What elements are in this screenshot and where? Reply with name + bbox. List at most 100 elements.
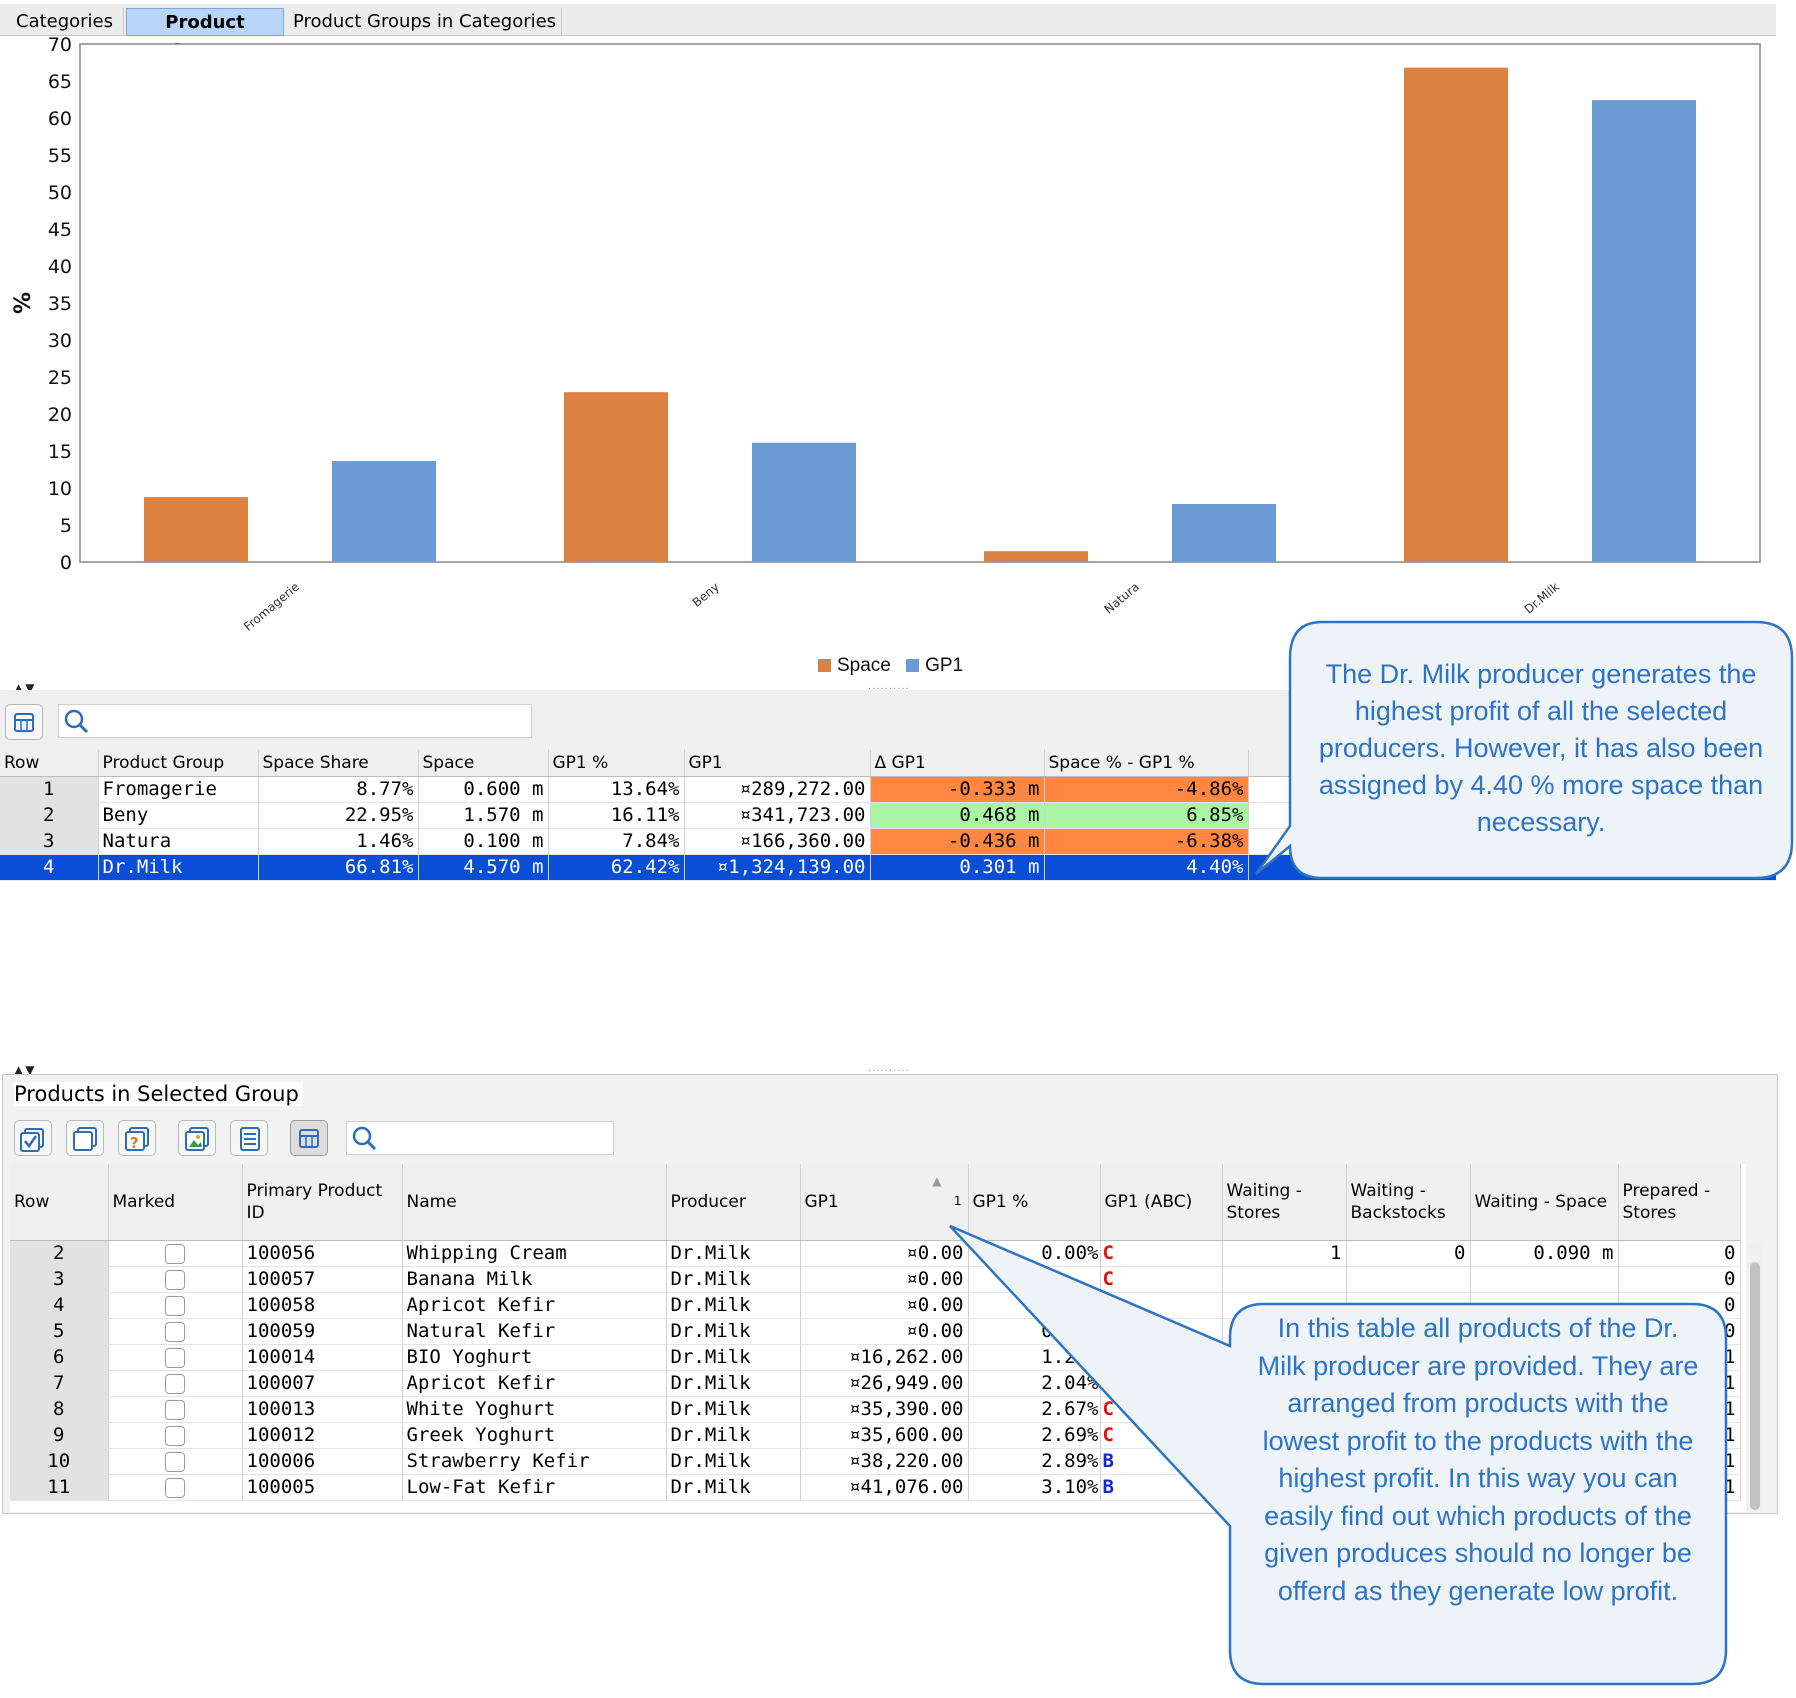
marked-checkbox[interactable] [165,1243,185,1264]
col-header-row[interactable]: Row [0,750,99,777]
col-header-marked[interactable]: Marked [108,1164,243,1241]
bar-gp1-dr-milk[interactable] [1592,100,1696,562]
gp1-cell: ¤41,076.00 [800,1474,969,1501]
splitter-grip-2[interactable]: ·········· [868,1066,910,1077]
marked-checkbox-cell[interactable] [108,1396,243,1423]
col-header-gp1[interactable]: GP1 [684,750,871,777]
col-header-space-share[interactable]: Space Share [258,750,419,777]
col-header-row[interactable]: Row [10,1164,109,1241]
marked-checkbox-cell[interactable] [108,1292,243,1319]
tab-product-groups-in-categories[interactable]: Product Groups in Categories [288,8,562,36]
y-tick-label: 50 [48,182,72,204]
marked-checkbox[interactable] [165,1399,185,1420]
export-table-icon [299,1129,319,1148]
marked-checkbox[interactable] [165,1295,185,1316]
callout-bubble-top [1254,620,1794,880]
export-table-button[interactable] [5,704,43,740]
table-row[interactable]: 2 100056 Whipping Cream Dr.Milk ¤0.00 0.00% C 1… [10,1240,1741,1267]
col-header-product-group[interactable]: Product Group [98,750,259,777]
producer-cell: Dr.Milk [666,1292,801,1319]
y-tick-label: 45 [48,219,72,241]
export-table-icon [14,713,34,732]
col-header-prepared-stores[interactable]: Prepared - Stores [1618,1164,1741,1241]
products-search-input[interactable] [346,1121,614,1155]
bar-gp1-beny[interactable] [752,442,856,562]
marked-checkbox[interactable] [165,1451,185,1472]
row-number-cell: 11 [10,1474,109,1501]
col-header-waiting-space[interactable]: Waiting - Space [1470,1164,1619,1241]
splitter-collapse-arrows-2[interactable]: ▲▼ [14,1063,37,1077]
marked-checkbox-cell[interactable] [108,1240,243,1267]
delta-gp1-cell: 0.468 m [870,802,1045,829]
product-name-cell: Low-Fat Kefir [402,1474,667,1501]
uncheck-all-button[interactable] [66,1120,104,1156]
gp1-cell: ¤0.00 [800,1292,969,1319]
clipboard-list-button[interactable] [230,1120,268,1156]
marked-checkbox-cell[interactable] [108,1448,243,1475]
gp1-pct-cell: 2.89% [968,1448,1101,1475]
legend-swatch-gp1 [906,659,920,672]
col-header-producer[interactable]: Producer [666,1164,801,1241]
col-header-primary-product-id[interactable]: Primary Product ID [242,1164,403,1241]
row-number-cell: 6 [10,1344,109,1371]
product-name-cell: Apricot Kefir [402,1370,667,1397]
bar-space-fromagerie[interactable] [144,497,248,562]
marked-checkbox[interactable] [165,1321,185,1342]
tab-categories[interactable]: Categories [6,8,124,36]
marked-checkbox[interactable] [165,1373,185,1394]
col-header-name[interactable]: Name [402,1164,667,1241]
groups-search-input[interactable] [58,704,532,738]
col-header-gp1-abc[interactable]: GP1 (ABC) [1100,1164,1223,1241]
waiting-backstocks-cell [1346,1266,1471,1293]
image-icon [185,1127,209,1151]
gp1-cell: ¤0.00 [800,1266,969,1293]
bar-space-beny[interactable] [564,392,668,562]
col-header-gp1-pct[interactable]: GP1 % [548,750,685,777]
export-table-button-2[interactable] [290,1120,328,1156]
marked-checkbox[interactable] [165,1269,185,1290]
col-header-space[interactable]: Space [418,750,549,777]
marked-checkbox-cell[interactable] [108,1370,243,1397]
gp1-pct-cell: 16.11% [548,802,685,829]
y-tick-label: 40 [48,256,72,278]
products-scrollbar-thumb[interactable] [1750,1262,1760,1510]
producer-cell: Dr.Milk [666,1318,801,1345]
splitter-grip[interactable]: ·········· [868,684,910,695]
chart-y-axis-label: % [11,292,36,314]
product-id-cell: 100012 [242,1422,403,1449]
bar-gp1-fromagerie[interactable] [332,461,436,562]
marked-checkbox-cell[interactable] [108,1318,243,1345]
bar-gp1-natura[interactable] [1172,503,1276,562]
col-header-gp1[interactable]: GP1 ▲ 1 [800,1164,969,1241]
product-id-cell: 100057 [242,1266,403,1293]
y-tick-label: 60 [48,108,72,130]
marked-checkbox[interactable] [165,1347,185,1368]
row-number-cell: 4 [10,1292,109,1319]
space-minus-gp1-cell: -4.86% [1044,776,1249,803]
col-header-delta-gp1[interactable]: Δ GP1 [870,750,1045,777]
marked-checkbox-cell[interactable] [108,1474,243,1501]
col-header-waiting-backstocks[interactable]: Waiting - Backstocks [1346,1164,1471,1241]
marked-checkbox-cell[interactable] [108,1422,243,1449]
product-id-cell: 100056 [242,1240,403,1267]
check-all-button[interactable] [14,1120,52,1156]
chart-bars [144,67,1696,562]
y-tick-label: 30 [48,330,72,352]
product-name-cell: Whipping Cream [402,1240,667,1267]
bar-space-dr-milk[interactable] [1404,67,1508,562]
col-header-waiting-stores[interactable]: Waiting - Stores [1222,1164,1347,1241]
help-button[interactable]: ? [118,1120,156,1156]
space-cell: 1.570 m [418,802,549,829]
col-header-gp1-pct[interactable]: GP1 % [968,1164,1101,1241]
marked-checkbox[interactable] [165,1425,185,1446]
marked-checkbox[interactable] [165,1477,185,1498]
marked-checkbox-cell[interactable] [108,1266,243,1293]
bar-space-natura[interactable] [984,551,1088,562]
space-minus-gp1-cell: -6.38% [1044,828,1249,855]
table-row[interactable]: 3 100057 Banana Milk Dr.Milk ¤0.00 C 0 [10,1266,1741,1293]
col-header-space-minus-gp1[interactable]: Space % - GP1 % [1044,750,1249,777]
image-button[interactable] [178,1120,216,1156]
marked-checkbox-cell[interactable] [108,1344,243,1371]
y-tick-label: 25 [48,367,72,389]
